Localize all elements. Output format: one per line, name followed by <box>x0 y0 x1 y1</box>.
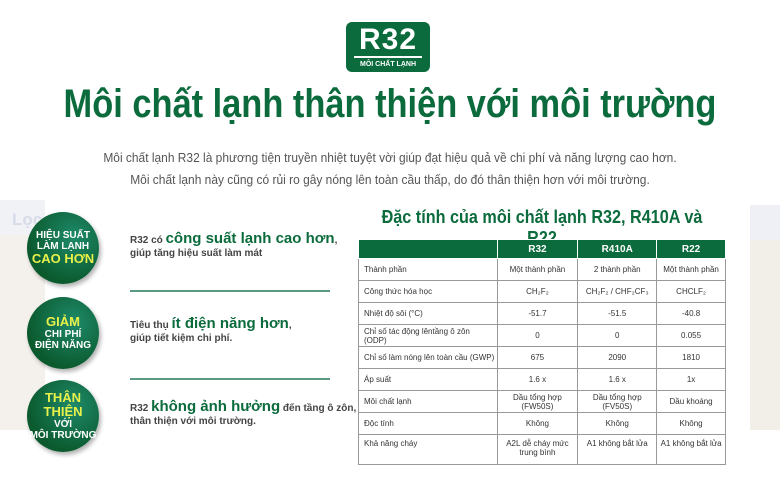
feature-divider <box>130 378 330 380</box>
feature-line2: giúp tiết kiệm chi phí. <box>130 333 233 344</box>
table-row: Chỉ số tác động lêntầng ô zôn (ODP) 0 0 0.0… <box>358 324 726 347</box>
table-cell: 0 <box>577 324 658 347</box>
feature-post: , <box>288 320 292 331</box>
feature-line2: giúp tăng hiệu suất làm mát <box>130 248 263 259</box>
table-cell: Độc tính <box>358 412 498 435</box>
badge-line: HIỆU SUẤT <box>36 230 90 241</box>
table-cell: Khả năng cháy <box>358 434 498 465</box>
badge-line: CHI PHÍ <box>44 329 82 340</box>
feature-pre: Tiêu thụ <box>130 320 172 331</box>
feature-divider <box>130 290 330 292</box>
table-cell: Chỉ số tác động lêntầng ô zôn (ODP) <box>358 324 498 347</box>
table-cell: -51.7 <box>496 302 579 325</box>
logo-divider <box>354 56 422 58</box>
table-cell: -40.8 <box>656 302 726 325</box>
table-cell: 1.6 x <box>496 368 579 391</box>
table-cell: Môi chất lạnh <box>358 390 498 413</box>
table-cell: 2 thành phần <box>577 258 658 281</box>
background-image-right <box>750 205 780 430</box>
table-cell: Thành phần <box>358 258 498 281</box>
feature-line2: thân thiện với môi trường. <box>130 416 256 427</box>
feature-text: Tiêu thụ ít điện năng hơn, giúp tiết kiệm… <box>130 315 292 345</box>
table-cell: Không <box>496 412 579 435</box>
r32-logo: R32 MÔI CHẤT LẠNH <box>346 22 430 72</box>
table-cell: Dầu tổng hợp (FW50S) <box>496 390 579 413</box>
subtitle-line-1: Môi chất lạnh R32 là phương tiện truyền … <box>103 150 677 165</box>
feature-pre: R32 <box>130 403 152 414</box>
badge-line: CAO HƠN <box>31 251 95 266</box>
table-cell: 1x <box>656 368 726 391</box>
table-cell: Dầu khoáng <box>656 390 726 413</box>
badge-line: ĐIỆN NĂNG <box>34 340 92 351</box>
table-cell: Nhiệt độ sôi (°C) <box>358 302 498 325</box>
table-row: Áp suất 1.6 x 1.6 x 1x <box>358 368 726 391</box>
table-cell: -51.5 <box>577 302 658 325</box>
table-cell: 2090 <box>577 346 658 369</box>
feature-highlight: ít điện năng hơn <box>171 315 289 332</box>
table-cell: A1 không bắt lửa <box>656 434 726 465</box>
feature-badge: THÂN THIỆN VỚI MÔI TRƯỜNG <box>27 380 99 452</box>
badge-line: LÀM LẠNH <box>36 241 90 252</box>
table-cell: CHCLF₂ <box>656 280 726 303</box>
table-cell: CH₂F₂ / CHF₂CF₃ <box>577 280 658 303</box>
table-row: Môi chất lạnh Dầu tổng hợp (FW50S) Dầu tổn… <box>358 390 726 413</box>
feature-badge: HIỆU SUẤT LÀM LẠNH CAO HƠN <box>27 212 99 284</box>
table-header: R32 <box>496 239 579 259</box>
table-cell: Công thức hóa học <box>358 280 498 303</box>
table-cell: 0.055 <box>656 324 726 347</box>
table-header <box>358 239 498 259</box>
table-cell: A2L dễ cháy mức trung bình <box>496 434 579 465</box>
table-cell: Chỉ số làm nóng lên toàn cầu (GWP) <box>358 346 498 369</box>
table-header: R410A <box>577 239 658 259</box>
table-cell: 675 <box>496 346 579 369</box>
table-cell: Áp suất <box>358 368 498 391</box>
table-cell: Một thành phần <box>656 258 726 281</box>
table-row: Nhiệt độ sôi (°C) -51.7 -51.5 -40.8 <box>358 302 726 325</box>
subtitle-line-2: Môi chất lạnh này cũng có rủi ro gây nón… <box>130 172 650 187</box>
table-cell: 0 <box>496 324 579 347</box>
table-cell: Không <box>577 412 658 435</box>
badge-line: GIẢM <box>46 314 80 329</box>
table-cell: Một thành phần <box>496 258 579 281</box>
table-cell: A1 không bắt lửa <box>577 434 658 465</box>
table-cell: CH₂F₂ <box>496 280 579 303</box>
table-cell: 1.6 x <box>577 368 658 391</box>
table-header: R22 <box>656 239 726 259</box>
badge-line: THÂN THIỆN <box>43 390 83 419</box>
badge-line: MÔI TRƯỜNG <box>29 430 97 441</box>
table-row: Độc tính Không Không Không <box>358 412 726 435</box>
feature-post: đến tầng ô zôn, <box>280 403 357 414</box>
table-row: Chỉ số làm nóng lên toàn cầu (GWP) 675 209… <box>358 346 726 369</box>
table-cell: Dầu tổng hợp (FV50S) <box>577 390 658 413</box>
feature-pre: R32 có <box>130 235 166 246</box>
table-row: Thành phần Một thành phần 2 thành phần Một … <box>358 258 726 281</box>
logo-main: R32 <box>358 23 418 56</box>
badge-line: VỚI <box>54 419 72 430</box>
feature-badge: GIẢM CHI PHÍ ĐIỆN NĂNG <box>27 297 99 369</box>
feature-highlight: công suất lạnh cao hơn <box>165 230 335 247</box>
table-row: Công thức hóa học CH₂F₂ CH₂F₂ / CHF₂CF₃ CHC… <box>358 280 726 303</box>
feature-highlight: không ảnh hưởng <box>151 398 281 415</box>
table-cell: 1810 <box>656 346 726 369</box>
table-cell: Không <box>656 412 726 435</box>
logo-caption: MÔI CHẤT LẠNH <box>360 61 416 68</box>
feature-post: , <box>334 235 338 246</box>
feature-text: R32 không ảnh hưởng đến tầng ô zôn, thân … <box>130 398 357 428</box>
table-row: Khả năng cháy A2L dễ cháy mức trung bình A… <box>358 434 726 465</box>
feature-text: R32 có công suất lạnh cao hơn, giúp tăng … <box>130 230 338 260</box>
comparison-table: R32 R410A R22 Thành phần Một thành phần 2 th… <box>358 239 726 465</box>
page-title: Môi chất lạnh thân thiện với môi trường <box>63 82 717 126</box>
